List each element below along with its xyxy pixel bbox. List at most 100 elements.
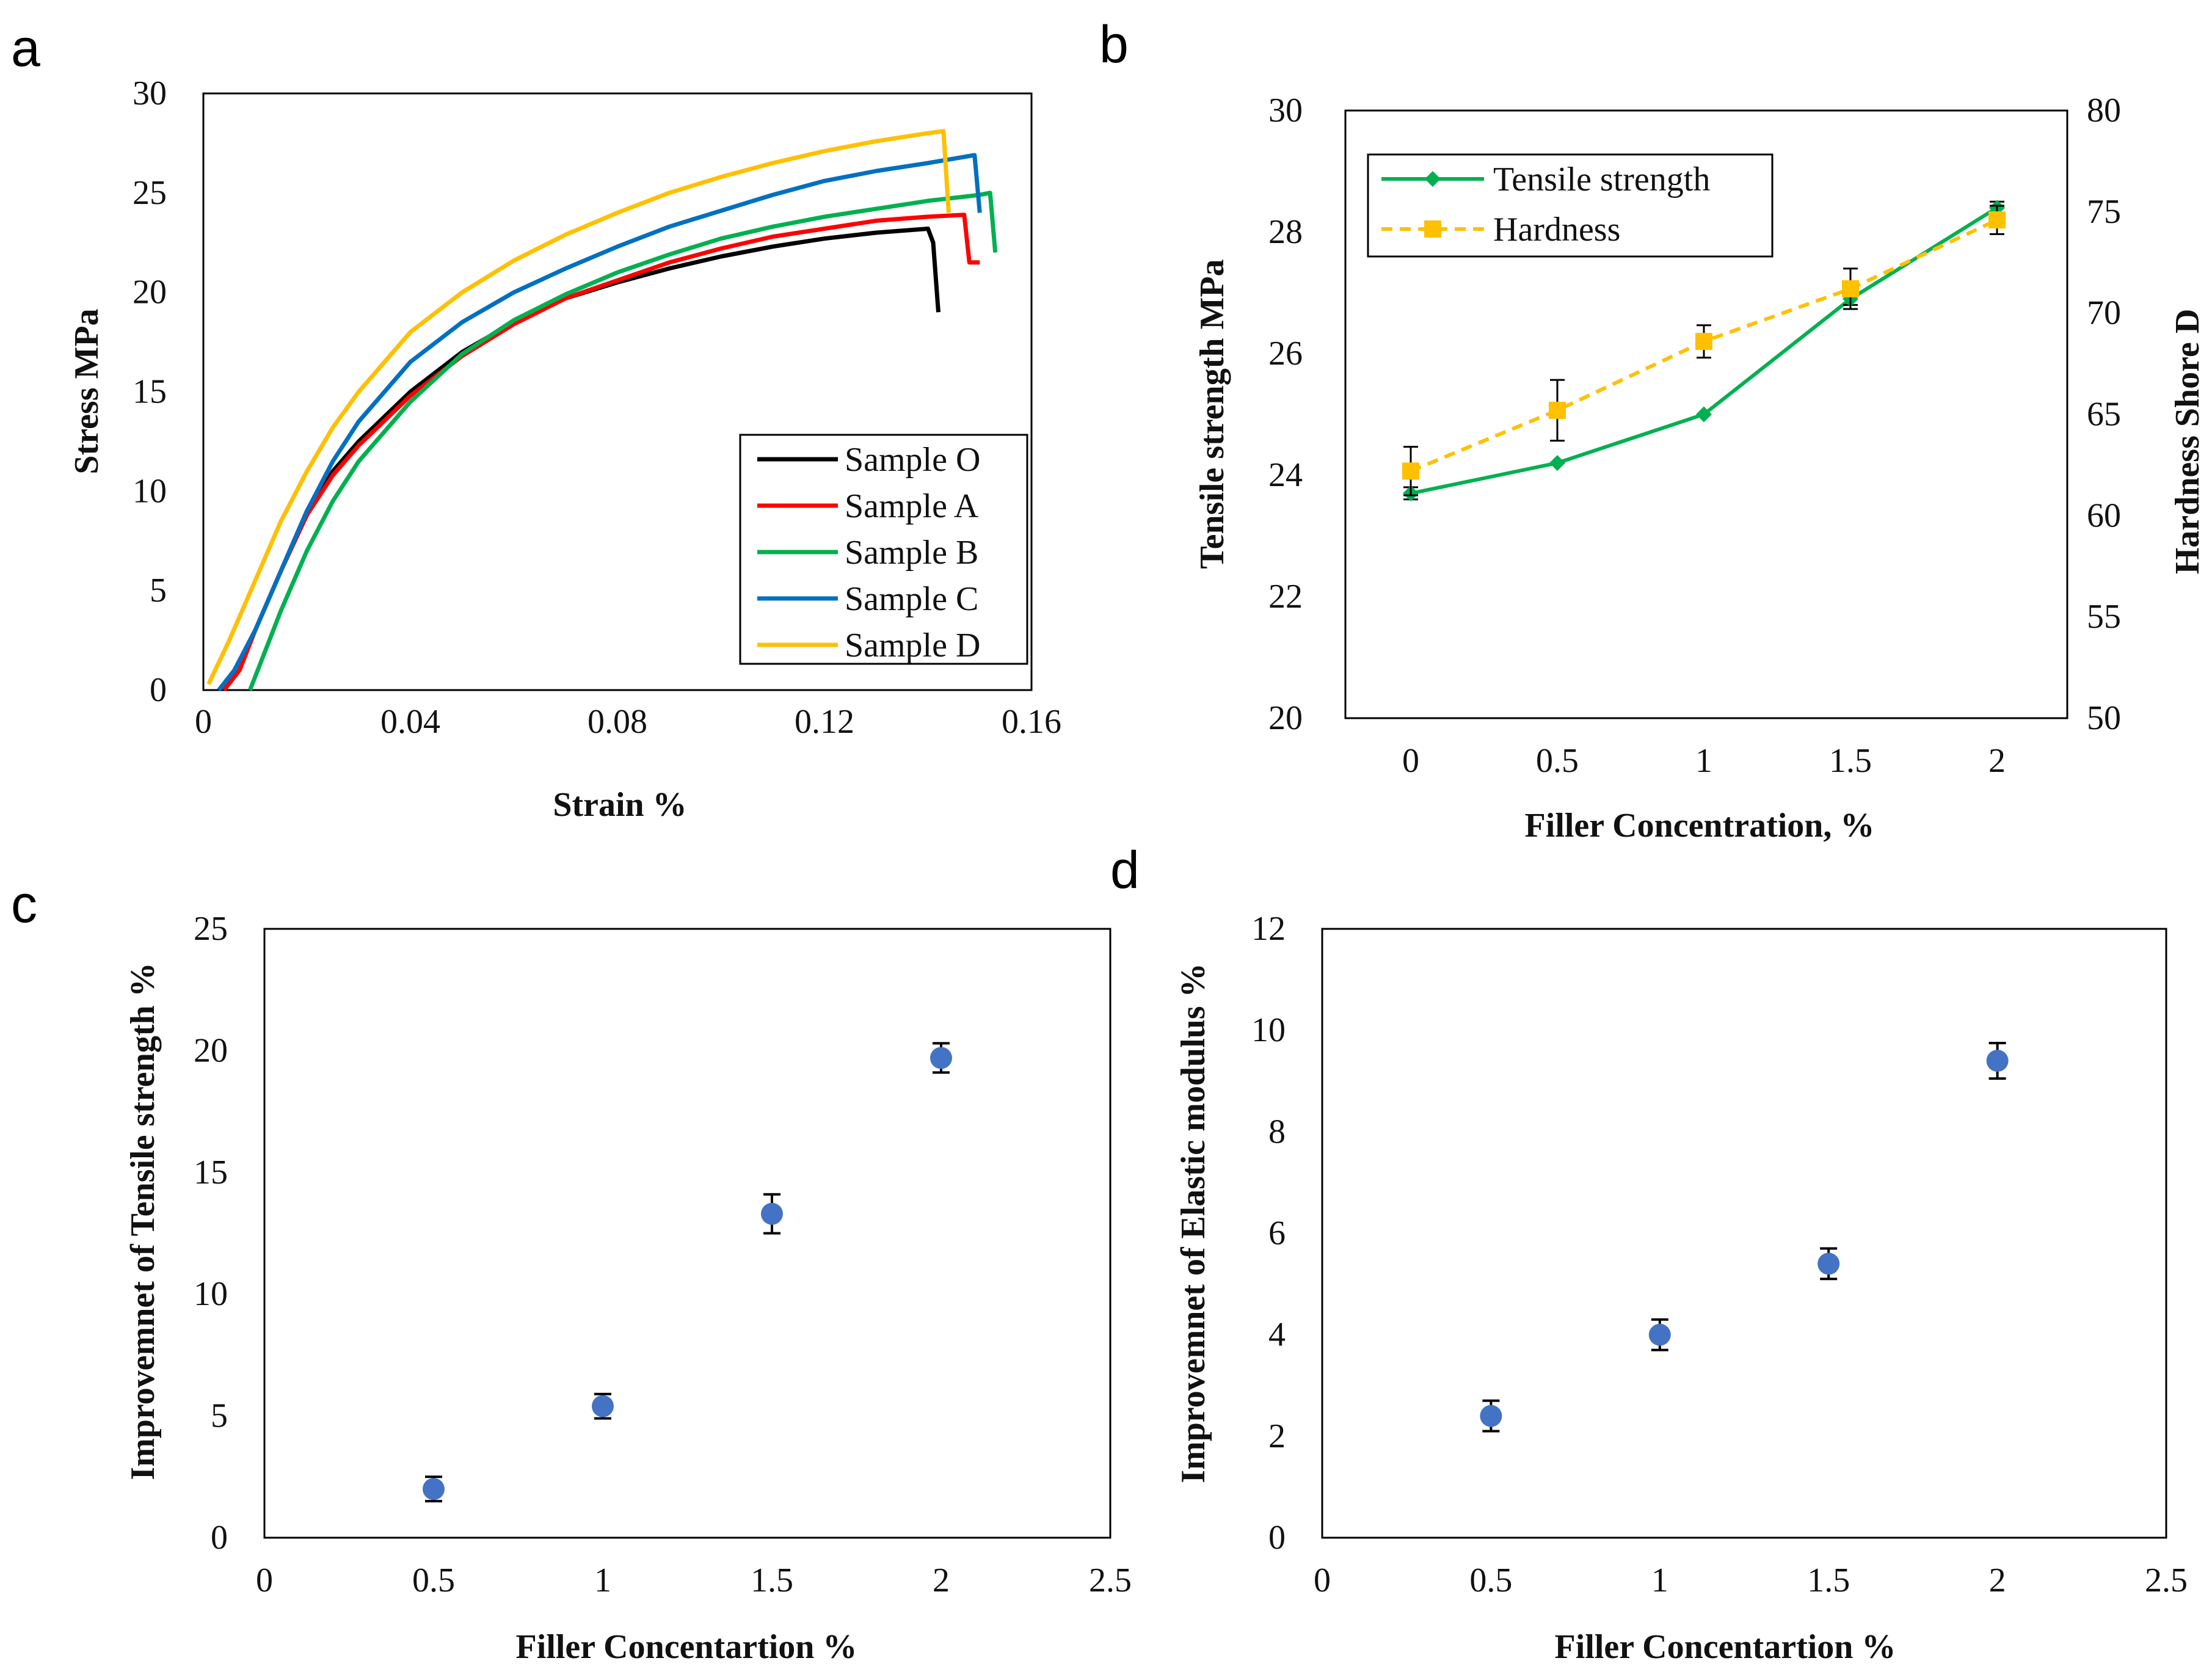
x-tick-label: 1.5	[1829, 742, 1872, 780]
x-tick-label: 0.16	[1002, 703, 1061, 741]
tick-labels-d: 0 0.5 1 1.5 2 2.5 0 2 4 6 8 10 12	[1251, 910, 2188, 1599]
x-tick-label: 0	[256, 1562, 273, 1599]
x-tick-label: 1	[1651, 1562, 1668, 1599]
x-tick-label: 0.12	[795, 703, 854, 741]
y-tick-label: 0	[211, 1519, 228, 1557]
x-axis-title-c: Filler Concentartion %	[516, 1628, 857, 1666]
series-lines-b	[1402, 200, 2006, 501]
y-right-tick-label: 70	[2087, 294, 2121, 332]
y-tick-label: 20	[1268, 699, 1303, 737]
panel-c-tensile-improvement-chart: c 0 0.5 1 1.5 2 2.5 0 5 10 15 20 25 Filler Concenta…	[11, 875, 1132, 1666]
y-axis-title-a: Stress MPa	[68, 308, 106, 474]
plot-area-d	[1321, 928, 2167, 1539]
x-tick-label: 0	[195, 703, 212, 741]
data-point	[1986, 1050, 2009, 1072]
y-tick-label: 25	[194, 910, 228, 948]
x-tick-label: 2	[1989, 1562, 2006, 1599]
data-marker	[1549, 401, 1566, 419]
y-tick-label: 10	[194, 1275, 228, 1313]
legend-label: Sample O	[845, 441, 980, 479]
y-tick-label: 4	[1268, 1316, 1286, 1354]
x-axis-title-b: Filler Concentration, %	[1525, 807, 1875, 845]
data-marker	[1696, 406, 1712, 423]
y-axis-title-c: Improvemnet of Tensile strength %	[124, 962, 162, 1480]
y-axis-title-b: Tensile strength MPa	[1193, 259, 1231, 569]
series-line	[206, 129, 951, 685]
y-tick-label: 30	[133, 75, 167, 112]
y-tick-label: 5	[211, 1397, 228, 1435]
tick-labels-a: 0 0.04 0.08 0.12 0.16 0 5 10 15 20 25 30	[133, 75, 1061, 741]
y-tick-label: 2	[1268, 1417, 1286, 1455]
plot-area-c	[263, 928, 1111, 1539]
x-tick-label: 0	[1402, 742, 1419, 780]
data-marker	[1695, 333, 1712, 351]
y-right-tick-label: 80	[2087, 92, 2121, 129]
panel-b-dual-axis-chart: b 0 0.5 1 1.5 2 20 22 24 26 28 30 50 55 60 65 70 75 80 Te…	[1099, 15, 2207, 845]
legend-label: Sample A	[845, 487, 979, 525]
x-tick-label: 0.08	[588, 703, 647, 741]
x-axis-title-d: Filler Concentartion %	[1555, 1628, 1896, 1666]
panel-letter-c: c	[11, 875, 37, 934]
series-lines-a	[206, 129, 998, 692]
x-tick-label: 1	[594, 1562, 611, 1599]
legend-marker	[1425, 171, 1441, 187]
y-right-tick-label: 60	[2087, 496, 2121, 534]
legend-label: Tensile strength	[1493, 161, 1710, 198]
legend-label: Sample C	[845, 580, 978, 618]
y-right-tick-label: 75	[2087, 193, 2121, 231]
legend-a: Sample O Sample A Sample B Sample C Sample D	[739, 434, 1028, 665]
data-point	[1648, 1323, 1671, 1346]
y-right-tick-label: 55	[2087, 598, 2121, 636]
series-line	[248, 191, 998, 691]
y-right-tick-label: 65	[2087, 396, 2121, 434]
y-tick-label: 15	[133, 373, 167, 411]
series-line	[217, 153, 982, 692]
data-points-d	[1480, 1041, 2009, 1433]
y-tick-label: 28	[1268, 213, 1303, 251]
data-marker	[1988, 211, 2006, 229]
x-tick-label: 1.5	[751, 1562, 793, 1599]
y-tick-label: 0	[1268, 1519, 1286, 1557]
legend-marker	[1424, 220, 1441, 238]
x-tick-label: 2.5	[2145, 1562, 2188, 1599]
y-tick-label: 8	[1268, 1113, 1286, 1151]
y-tick-label: 24	[1268, 456, 1303, 494]
x-tick-label: 2	[1988, 742, 2006, 780]
legend-b: Tensile strength Hardness	[1367, 153, 1774, 258]
data-points-c	[423, 1042, 952, 1503]
data-point	[761, 1202, 783, 1225]
y-tick-label: 22	[1268, 578, 1303, 616]
y-tick-label: 5	[150, 572, 167, 609]
y-tick-label: 20	[194, 1031, 228, 1069]
x-tick-label: 0	[1314, 1562, 1331, 1599]
y-tick-label: 0	[150, 671, 167, 709]
panel-letter-b: b	[1099, 15, 1129, 74]
y-axis-title-d: Improvemnet of Elastic modulus %	[1174, 963, 1212, 1483]
y-tick-label: 6	[1268, 1215, 1286, 1253]
y-tick-label: 25	[133, 174, 167, 212]
data-marker	[1842, 280, 1859, 297]
data-point	[1480, 1405, 1502, 1427]
y-tick-label: 12	[1251, 910, 1286, 948]
data-point	[592, 1395, 614, 1417]
panel-letter-a: a	[11, 19, 40, 78]
x-tick-label: 0.04	[380, 703, 440, 741]
x-tick-label: 2.5	[1089, 1562, 1132, 1599]
y-tick-label: 26	[1268, 335, 1303, 373]
panel-letter-d: d	[1110, 841, 1140, 900]
y-tick-label: 10	[1251, 1011, 1286, 1049]
data-marker	[1402, 462, 1419, 480]
y-tick-label: 20	[133, 274, 167, 311]
legend-label: Sample B	[845, 534, 978, 572]
panel-a-strain-stress-chart: a 0 0.04 0.08 0.12 0.16 0 5 10 15 20 25 30 Sample O…	[11, 19, 1061, 824]
legend-box-b	[1367, 153, 1774, 258]
x-tick-label: 1	[1695, 742, 1712, 780]
x-tick-label: 0.5	[1536, 742, 1579, 780]
y-axis-right-title-b: Hardness Shore D	[2169, 309, 2207, 575]
data-point	[930, 1047, 952, 1069]
tick-labels-b: 0 0.5 1 1.5 2 20 22 24 26 28 30 50 55 60 65 70 75 80	[1268, 92, 2121, 780]
data-point	[1817, 1253, 1840, 1275]
legend-label: Sample D	[845, 627, 980, 664]
x-tick-label: 0.5	[1469, 1562, 1512, 1599]
